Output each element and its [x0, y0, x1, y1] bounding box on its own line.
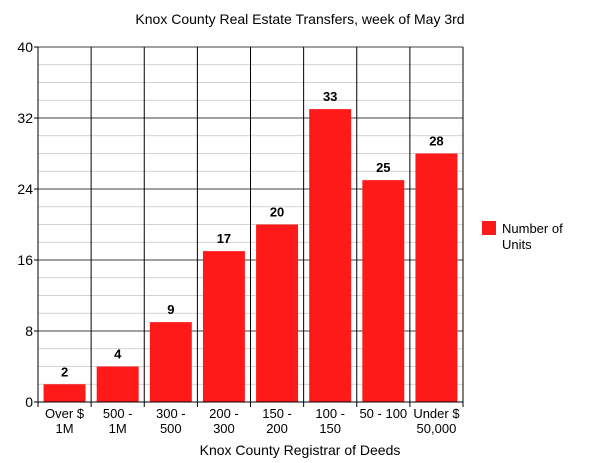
x-tick-label: 500 -1M — [103, 406, 133, 436]
bar — [43, 384, 86, 402]
bar — [202, 251, 245, 402]
x-tick-label: 300 -500 — [156, 406, 186, 436]
data-label: 33 — [323, 89, 337, 104]
y-tick-label: 16 — [17, 252, 33, 268]
y-tick-label: 24 — [17, 181, 33, 197]
x-tick-label: 200 -300 — [209, 406, 239, 436]
chart-title: Knox County Real Estate Transfers, week … — [135, 11, 464, 27]
y-tick-label: 0 — [25, 394, 33, 410]
bar — [309, 109, 352, 402]
data-label: 2 — [61, 364, 68, 379]
legend-swatch — [482, 221, 496, 235]
data-label: 17 — [217, 231, 231, 246]
legend-label: Number of Units — [502, 221, 563, 252]
y-tick-label: 40 — [17, 39, 33, 55]
bars: 2 4 9 17 20 33 25 28 — [43, 89, 458, 402]
y-tick-label: 32 — [17, 110, 33, 126]
bar — [149, 322, 192, 402]
x-tick-label: 100 -150 — [315, 406, 345, 436]
x-axis-title: Knox County Registrar of Deeds — [200, 442, 401, 458]
data-label: 25 — [376, 160, 390, 175]
data-label: 20 — [270, 205, 284, 220]
data-label: 9 — [167, 302, 174, 317]
x-tick-label: Under $50,000 — [413, 406, 460, 436]
grid — [37, 46, 464, 403]
legend: Number of Units — [482, 221, 563, 252]
data-label: 4 — [114, 347, 122, 362]
y-tick-label: 8 — [25, 323, 33, 339]
data-label: 28 — [429, 134, 443, 149]
bar — [415, 153, 458, 402]
x-tick-label: 150 -200 — [262, 406, 292, 436]
x-tick-label: 50 - 100 — [359, 406, 407, 421]
x-tick-label: Over $1M — [45, 406, 85, 436]
bar — [96, 366, 139, 402]
bar — [256, 224, 299, 402]
bar — [362, 180, 405, 402]
